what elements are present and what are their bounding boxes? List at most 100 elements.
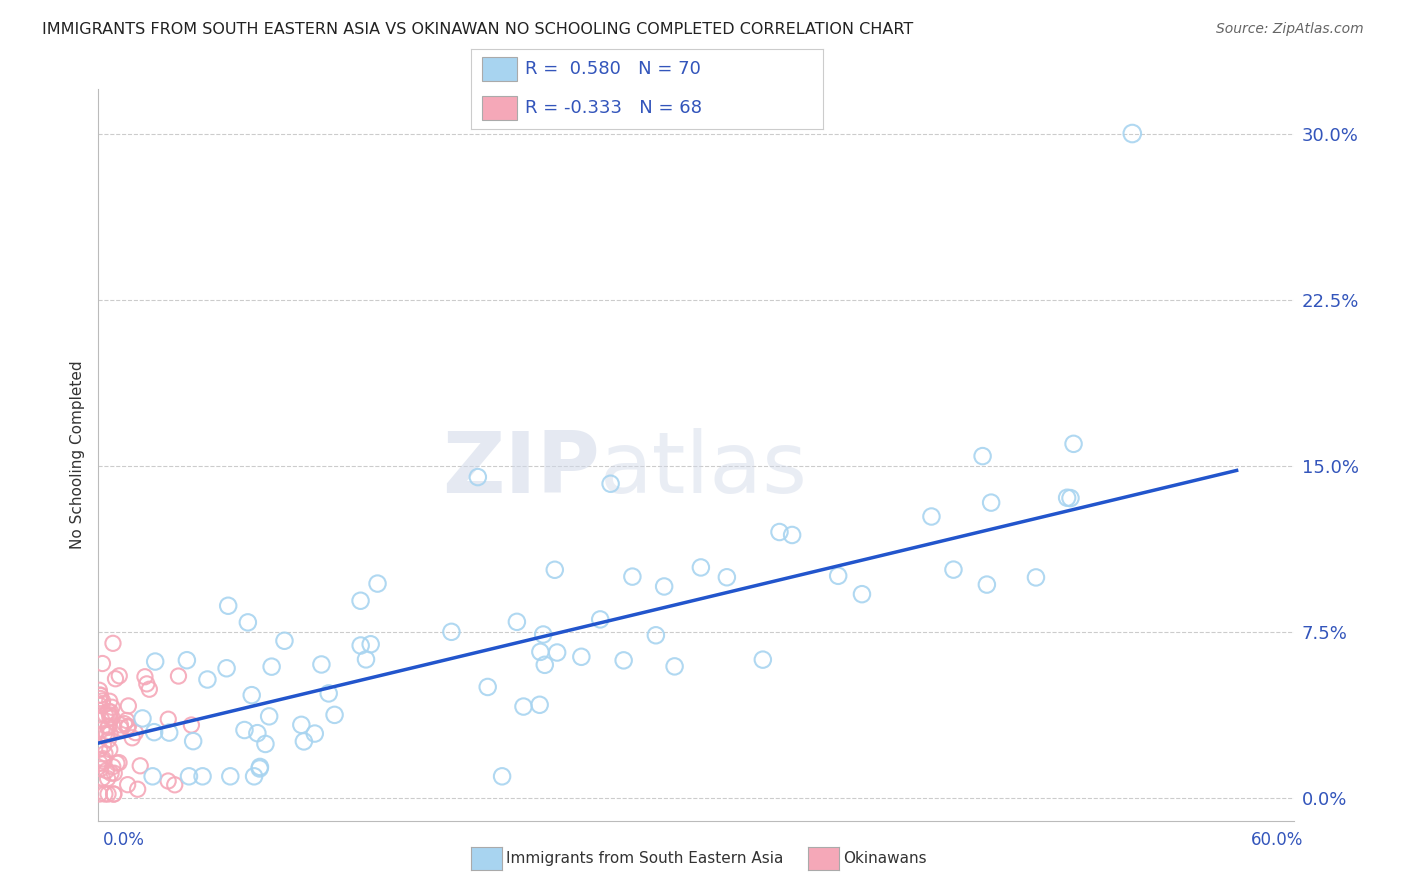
Point [236,615,259,630]
Point [143,725,166,739]
Point [716,570,738,584]
Point [292,734,315,748]
Text: Source: ZipAtlas.com: Source: ZipAtlas.com [1216,22,1364,37]
Point [157,725,180,739]
Point [135,677,157,691]
Point [90,723,112,737]
Y-axis label: No Schooling Completed: No Schooling Completed [69,360,84,549]
Point [311,657,333,672]
Point [599,476,621,491]
Point [304,726,326,740]
Point [103,787,125,801]
Point [90,713,112,727]
Point [176,653,198,667]
Point [613,653,636,667]
Text: IMMIGRANTS FROM SOUTH EASTERN ASIA VS OKINAWAN NO SCHOOLING COMPLETED CORRELATIO: IMMIGRANTS FROM SOUTH EASTERN ASIA VS OK… [42,22,914,37]
Point [318,686,340,700]
Text: 60.0%: 60.0% [1251,831,1303,849]
Point [117,720,139,734]
Point [96,728,118,742]
Point [240,688,263,702]
Point [93,739,115,753]
Point [163,778,186,792]
Point [191,769,214,783]
Point [117,698,139,713]
Point [512,699,534,714]
Point [1025,570,1047,584]
Point [354,652,377,666]
Point [103,787,125,801]
Point [768,524,790,539]
Point [1121,127,1143,141]
Point [101,711,124,725]
Point [652,579,675,593]
Point [440,624,463,639]
Point [167,669,190,683]
Point [127,782,149,797]
Point [1059,491,1081,505]
Point [181,734,204,748]
Point [97,721,120,735]
Point [233,723,256,737]
Point [491,769,513,783]
Point [569,649,592,664]
Point [89,698,111,712]
Point [664,659,686,673]
Point [980,495,1002,509]
Point [215,661,238,675]
Point [98,694,121,708]
Point [105,756,128,771]
Text: atlas: atlas [600,428,808,511]
Point [177,769,200,783]
Text: R =  0.580   N = 70: R = 0.580 N = 70 [526,60,702,78]
Point [131,711,153,725]
Point [920,509,942,524]
Point [254,737,277,751]
Point [827,569,849,583]
Point [273,633,295,648]
Point [124,725,146,739]
Point [143,655,166,669]
Point [529,698,551,712]
Point [529,645,551,659]
Point [621,569,644,583]
Point [117,778,139,792]
Point [110,718,132,732]
Point [243,769,266,783]
Point [129,759,152,773]
Point [780,528,803,542]
Point [91,697,114,711]
Point [97,787,120,801]
Point [477,680,499,694]
Point [367,576,389,591]
Point [98,742,121,756]
Point [117,719,139,733]
Point [257,709,280,723]
Bar [482,57,517,81]
Point [91,752,114,766]
Point [972,449,994,463]
Point [249,762,271,776]
Point [942,563,965,577]
Point [101,700,124,714]
Text: 0.0%: 0.0% [103,831,145,849]
Point [1056,491,1078,505]
Point [89,689,111,703]
Point [249,760,271,774]
Point [103,766,125,780]
Point [546,646,568,660]
Point [101,760,124,774]
Point [108,756,131,770]
Point [115,714,138,728]
Point [89,683,111,698]
Point [290,718,312,732]
Point [101,636,124,650]
Point [157,774,180,789]
Point [89,691,111,706]
Point [644,628,666,642]
Point [976,577,998,591]
Point [134,670,156,684]
Point [89,756,111,771]
Point [97,732,120,747]
Text: Okinawans: Okinawans [844,852,927,866]
